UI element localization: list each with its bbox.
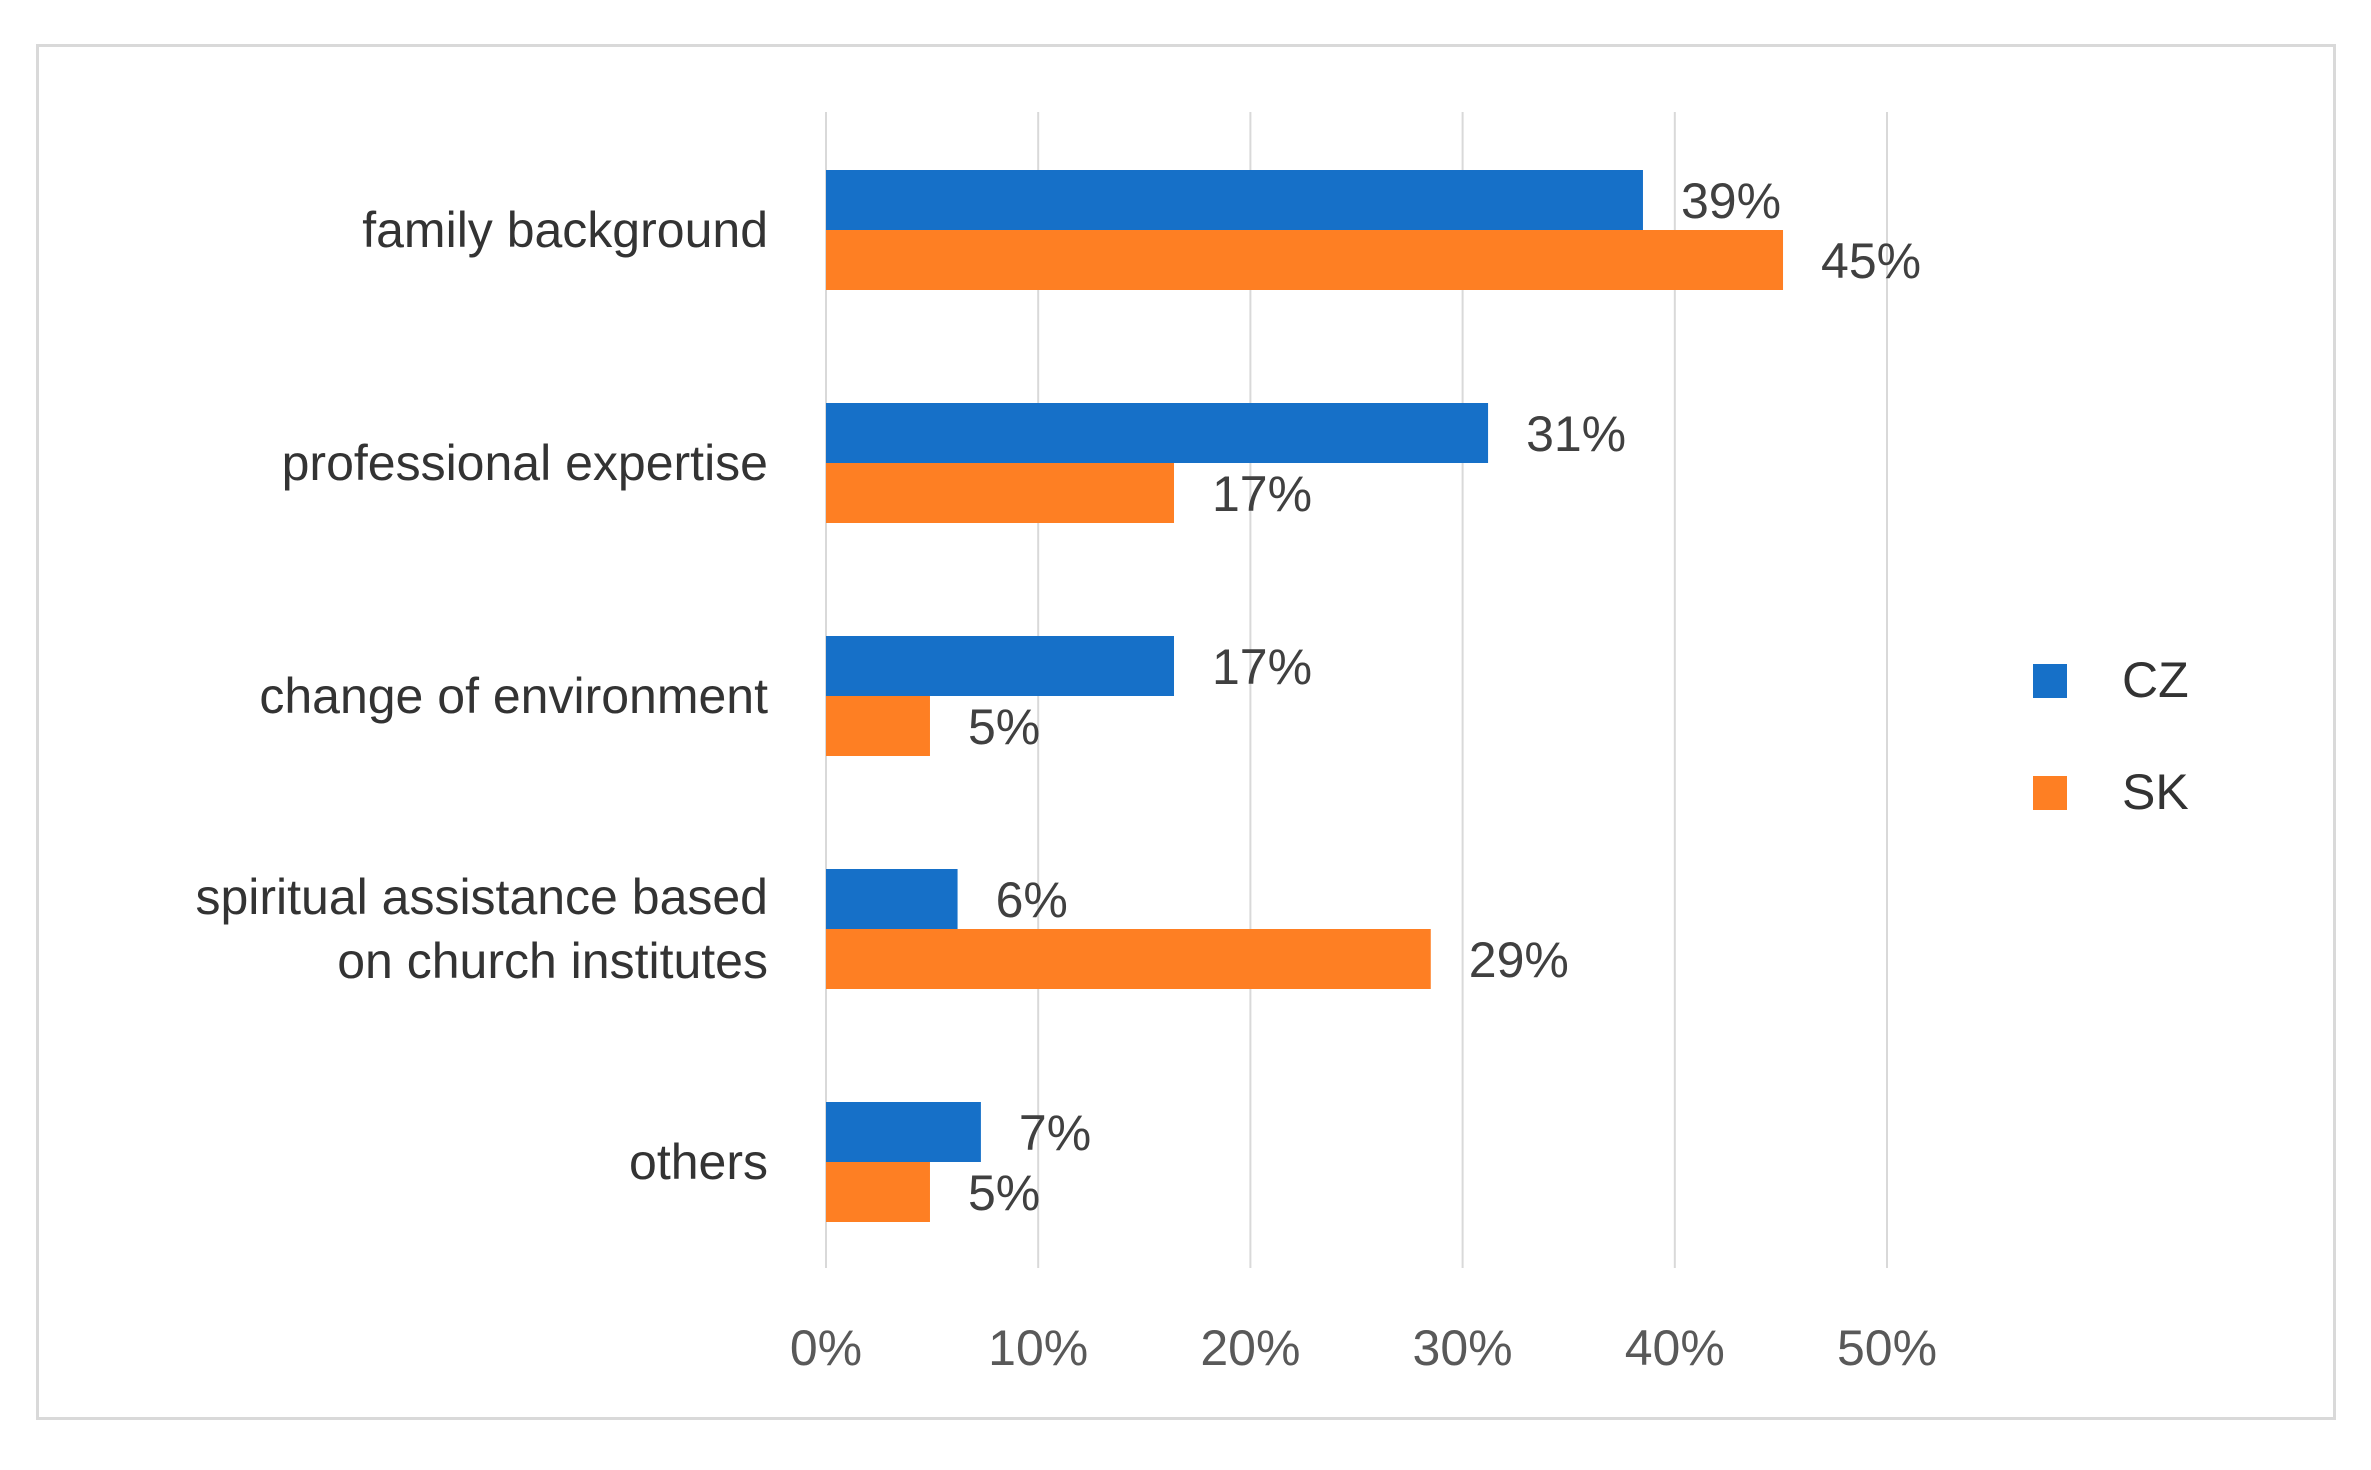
data-label-sk: 5% <box>968 699 1040 755</box>
data-label-cz: 7% <box>1019 1105 1091 1161</box>
data-label-sk: 29% <box>1469 932 1569 988</box>
category-label: others <box>629 1134 768 1190</box>
bar-sk <box>826 929 1431 989</box>
bar-sk <box>826 1162 930 1222</box>
bar-sk <box>826 463 1175 523</box>
category-label: professional expertise <box>282 435 768 491</box>
data-label-cz: 31% <box>1526 406 1626 462</box>
x-tick-label: 30% <box>1413 1320 1513 1376</box>
bar-sk <box>826 230 1784 290</box>
data-label-sk: 45% <box>1821 233 1921 289</box>
bar-cz <box>826 869 958 929</box>
legend: CZ SK <box>2033 652 2189 820</box>
bar-sk <box>826 696 930 756</box>
bars <box>826 170 1784 1222</box>
data-label-cz: 39% <box>1681 173 1781 229</box>
category-label: family background <box>362 202 768 258</box>
bar-cz <box>826 1102 981 1162</box>
category-labels: family background professional expertise c… <box>195 202 768 1190</box>
bar-cz <box>826 170 1643 230</box>
x-tick-label: 20% <box>1200 1320 1300 1376</box>
legend-swatch-cz <box>2033 664 2067 698</box>
category-label: on church institutes <box>337 933 768 989</box>
x-tick-label: 50% <box>1837 1320 1937 1376</box>
category-label: change of environment <box>259 668 768 724</box>
x-tick-label: 10% <box>988 1320 1088 1376</box>
data-label-cz: 17% <box>1212 639 1312 695</box>
category-label: spiritual assistance based <box>195 869 768 925</box>
data-labels: 39%45%31%17%17%5%6%29%7%5% <box>968 173 1921 1221</box>
data-label-cz: 6% <box>996 872 1068 928</box>
x-tick-label: 40% <box>1625 1320 1725 1376</box>
data-label-sk: 5% <box>968 1165 1040 1221</box>
x-axis-tick-labels: 0% 10% 20% 30% 40% 50% <box>790 1320 1937 1376</box>
gridlines <box>825 112 1888 1268</box>
legend-label-sk: SK <box>2122 764 2189 820</box>
bar-cz <box>826 636 1175 696</box>
x-tick-label: 0% <box>790 1320 862 1376</box>
legend-label-cz: CZ <box>2122 652 2189 708</box>
data-label-sk: 17% <box>1212 466 1312 522</box>
bar-cz <box>826 403 1489 463</box>
legend-swatch-sk <box>2033 776 2067 810</box>
